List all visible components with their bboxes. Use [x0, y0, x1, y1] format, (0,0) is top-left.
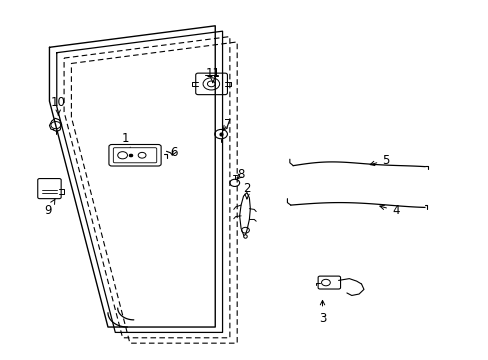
FancyBboxPatch shape [195, 73, 227, 95]
Text: 2: 2 [243, 183, 250, 199]
Text: 5: 5 [369, 154, 389, 167]
FancyBboxPatch shape [113, 148, 157, 163]
Text: 8: 8 [237, 168, 244, 181]
FancyBboxPatch shape [38, 179, 61, 199]
FancyBboxPatch shape [109, 144, 161, 166]
Text: 3: 3 [318, 300, 325, 325]
Text: 10: 10 [51, 96, 65, 115]
Text: 4: 4 [379, 204, 399, 217]
Text: 11: 11 [205, 67, 220, 82]
Text: 7: 7 [223, 118, 231, 131]
FancyBboxPatch shape [318, 276, 340, 289]
Text: 1: 1 [121, 132, 130, 152]
Text: 9: 9 [44, 199, 55, 217]
Text: 6: 6 [170, 145, 177, 158]
